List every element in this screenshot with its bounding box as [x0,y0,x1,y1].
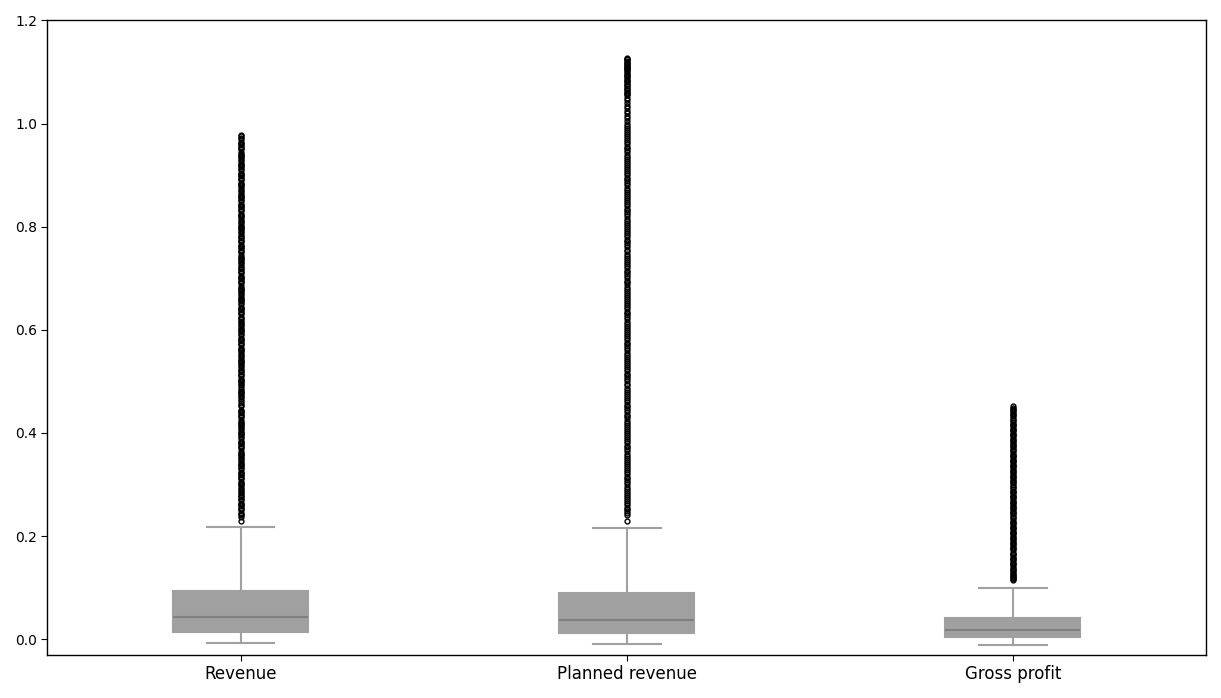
PathPatch shape [559,593,695,633]
PathPatch shape [173,591,308,632]
PathPatch shape [945,618,1081,637]
